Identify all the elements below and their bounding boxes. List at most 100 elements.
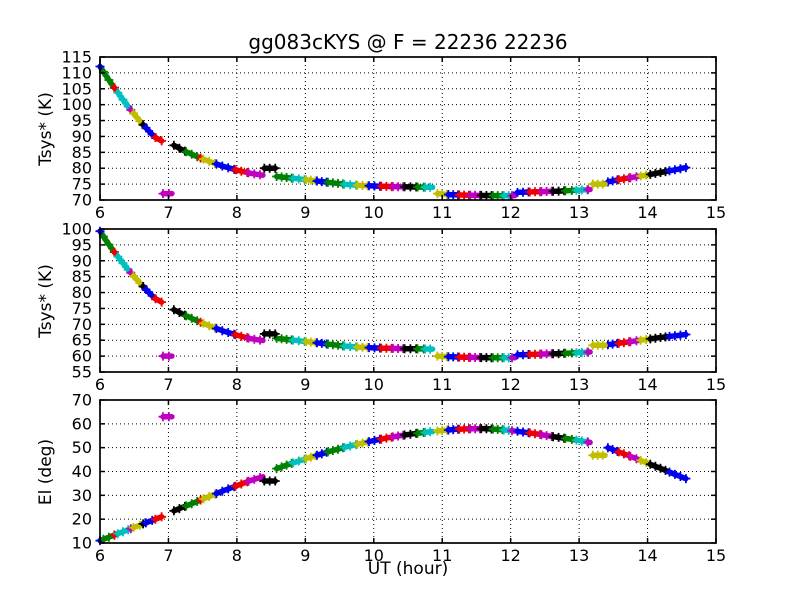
scan-plus-markers	[454, 352, 474, 362]
scan-plus-markers	[476, 353, 496, 363]
scan-plus-markers	[560, 433, 577, 444]
scan-plus-markers	[665, 467, 691, 484]
y-tick-label: 80	[72, 283, 92, 302]
scan-plus-markers	[312, 176, 332, 187]
y-tick-label: 100	[61, 220, 92, 239]
y-tick-label: 95	[72, 111, 92, 130]
scan-plus-markers	[113, 252, 133, 275]
scan-plus-markers	[231, 165, 252, 177]
scan-plus-markers	[420, 344, 435, 354]
y-tick-label: 105	[61, 79, 92, 98]
x-tick-label: 9	[300, 546, 310, 565]
x-tick-label: 7	[163, 546, 173, 565]
scan-plus-markers	[312, 338, 332, 349]
scan-plus-markers	[513, 187, 533, 197]
x-tick-label: 11	[432, 203, 452, 222]
scan-plus-markers	[376, 432, 397, 444]
x-tick-label: 13	[569, 375, 589, 394]
scan-plus-markers	[388, 430, 408, 442]
scan-plus-markers	[465, 352, 485, 362]
x-tick-label: 6	[95, 546, 105, 565]
subplot-2: 10 20 30 40 50 60 70 6 7 8 9 10 11 12 13 14 15	[72, 391, 727, 566]
scan-plus-markers	[583, 437, 593, 447]
scan-plus-markers	[560, 186, 577, 196]
y-tick-label: 85	[72, 143, 92, 162]
y-tick-label: 85	[72, 267, 92, 286]
scan-plus-markers	[665, 163, 691, 176]
scan-plus-markers	[339, 341, 361, 352]
x-tick-label: 13	[569, 203, 589, 222]
scan-plus-markers	[113, 525, 133, 539]
scan-plus-markers	[231, 477, 252, 491]
scan-plus-markers	[169, 501, 190, 516]
scan-plus-markers	[488, 353, 507, 363]
scan-plus-markers	[548, 348, 569, 359]
y-tick-label: 60	[72, 347, 92, 366]
scan-plus-markers	[465, 190, 485, 200]
scan-plus-markers	[259, 163, 280, 173]
y-tick-label: 60	[72, 414, 92, 433]
scan-plus-markers	[476, 190, 496, 201]
xlabel-ut-hour: UT (hour)	[367, 559, 449, 579]
scan-plus-markers	[98, 232, 119, 257]
x-tick-label: 14	[637, 203, 657, 222]
scan-plus-markers	[339, 179, 361, 190]
x-tick-label: 12	[500, 203, 520, 222]
scan-segment	[213, 483, 237, 497]
x-tick-label: 9	[300, 203, 310, 222]
scan-plus-markers	[432, 189, 452, 199]
y-tick-label: 75	[72, 299, 92, 318]
y-tick-label: 30	[72, 486, 92, 505]
scan-plus-markers	[388, 182, 408, 192]
x-tick-label: 10	[364, 203, 384, 222]
scan-plus-markers	[376, 181, 397, 192]
scan-plus-markers	[364, 181, 385, 191]
scan-plus-markers	[537, 430, 557, 441]
scan-plus-markers	[625, 172, 641, 183]
scan-plus-markers	[432, 425, 452, 436]
y-tick-label: 20	[72, 510, 92, 529]
scan-plus-markers	[548, 432, 569, 443]
scan-plus-markers	[560, 348, 577, 358]
scan-plus-markers	[244, 473, 265, 486]
scan-plus-markers	[454, 424, 474, 434]
scan-plus-markers	[413, 344, 429, 354]
x-tick-label: 13	[569, 546, 589, 565]
scan-plus-markers	[141, 284, 157, 301]
y-tick-label: 90	[72, 251, 92, 270]
scan-plus-markers	[169, 305, 190, 320]
scan-plus-markers	[645, 167, 670, 179]
scan-plus-markers	[499, 425, 514, 435]
scan-plus-markers	[636, 455, 651, 468]
scan-plus-markers	[98, 530, 119, 544]
scan-plus-markers	[507, 191, 517, 201]
scan-plus-markers	[537, 186, 557, 197]
scan-plus-markers	[488, 424, 507, 435]
scan-plus-markers	[150, 512, 167, 524]
y-tick-label: 95	[72, 235, 92, 254]
x-tick-label: 14	[637, 375, 657, 394]
scan-plus-markers	[352, 342, 373, 353]
scan-plus-markers	[571, 347, 592, 358]
scan-plus-markers	[288, 173, 310, 185]
x-tick-label: 10	[364, 546, 384, 565]
scan-plus-markers	[158, 351, 174, 361]
scan-plus-markers	[376, 343, 397, 353]
scan-plus-markers	[198, 318, 220, 333]
scan-plus-markers	[588, 179, 608, 189]
scan-plus-markers	[525, 187, 545, 197]
plot-title: gg083cKYS @ F = 22236 22236	[248, 30, 568, 54]
scan-plus-markers	[109, 83, 119, 93]
y-tick-label: 70	[72, 191, 92, 210]
scan-plus-markers	[513, 350, 533, 360]
scan-plus-markers	[150, 133, 167, 146]
scan-plus-markers	[645, 332, 670, 344]
scan-plus-markers	[244, 333, 265, 345]
y-tick-label: 90	[72, 127, 92, 146]
y-tick-label: 75	[72, 175, 92, 194]
scan-plus-markers	[488, 191, 507, 201]
x-tick-label: 15	[706, 203, 726, 222]
scan-plus-markers	[198, 154, 220, 168]
